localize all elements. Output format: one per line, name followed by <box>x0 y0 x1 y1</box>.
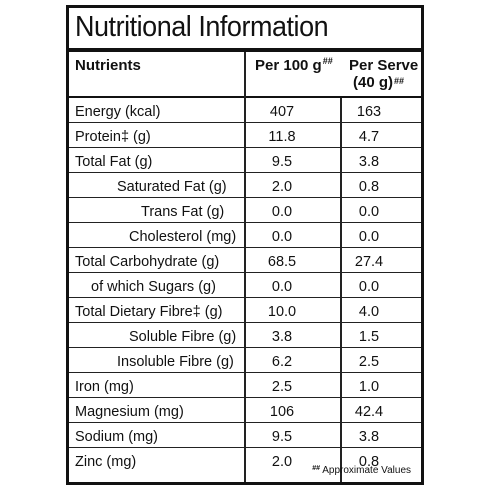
nutrient-name: Cholesterol (mg) <box>129 229 237 245</box>
per-100g-value: 6.2 <box>271 354 293 370</box>
per-serve-value: 0.0 <box>358 279 380 295</box>
table-row: Total Dietary Fibre‡ (g) 10.0 4.0 <box>69 298 421 323</box>
per-100g-value: 9.5 <box>271 429 293 445</box>
nutrient-name: Total Carbohydrate (g) <box>75 254 220 270</box>
per-serve-value: 1.0 <box>358 379 380 395</box>
table-row: Zinc (mg) 2.0 0.8 <box>69 448 421 473</box>
per-serve-value: 0.8 <box>358 454 380 470</box>
footnote-text: Approximate Values <box>322 465 411 476</box>
per-100g-value: 2.5 <box>271 379 293 395</box>
title-divider <box>69 48 421 52</box>
per-100g-value: 2.0 <box>271 179 293 195</box>
per-serve-value: 0.8 <box>358 179 380 195</box>
nutrient-name: Saturated Fat (g) <box>117 179 227 195</box>
per-100g-value: 2.0 <box>271 454 293 470</box>
header-per-100g-mark: ## <box>322 56 333 66</box>
nutrient-name: Zinc (mg) <box>75 454 137 470</box>
footnote-mark: ## <box>312 465 321 472</box>
table-row: Sodium (mg) 9.5 3.8 <box>69 423 421 448</box>
nutrient-name: Trans Fat (g) <box>141 204 225 220</box>
table-row: Total Carbohydrate (g) 68.5 27.4 <box>69 248 421 273</box>
table-row: Total Fat (g) 9.5 3.8 <box>69 148 421 173</box>
per-serve-value: 0.0 <box>358 229 380 245</box>
per-100g-value: 9.5 <box>271 154 293 170</box>
panel-title: Nutritional Information <box>75 11 329 43</box>
table-row: Insoluble Fibre (g) 6.2 2.5 <box>69 348 421 373</box>
per-100g-value: 106 <box>269 404 295 420</box>
table-row: Iron (mg) 2.5 1.0 <box>69 373 421 398</box>
per-serve-value: 4.7 <box>358 129 380 145</box>
per-100g-value: 11.8 <box>268 129 296 145</box>
table-row: of which Sugars (g) 0.0 0.0 <box>69 273 421 298</box>
header-per-100g: Per 100 g## <box>255 56 333 74</box>
per-100g-value: 407 <box>269 104 295 120</box>
nutrient-name: Energy (kcal) <box>75 104 161 120</box>
table-row: Soluble Fibre (g) 3.8 1.5 <box>69 323 421 348</box>
nutrient-name: Magnesium (mg) <box>75 404 184 420</box>
per-serve-value: 0.0 <box>358 204 380 220</box>
table-row: Trans Fat (g) 0.0 0.0 <box>69 198 421 223</box>
header-per-serve-line2: (40 g) <box>353 74 394 91</box>
footnote: ## Approximate Values <box>312 465 411 476</box>
column-divider-1 <box>244 52 246 482</box>
per-serve-value: 1.5 <box>358 329 380 345</box>
nutrient-rows: Energy (kcal) 407 163 Protein‡ (g) 11.8 4.7 … <box>69 98 421 473</box>
per-100g-value: 0.0 <box>271 204 293 220</box>
per-100g-value: 0.0 <box>271 229 293 245</box>
table-row: Saturated Fat (g) 2.0 0.8 <box>69 173 421 198</box>
nutrient-name: Soluble Fibre (g) <box>129 329 237 345</box>
nutrient-name: Sodium (mg) <box>75 429 158 445</box>
header-per-serve-line2-wrap: (40 g)## <box>353 74 418 91</box>
per-serve-value: 3.8 <box>358 429 380 445</box>
nutrient-name: Iron (mg) <box>75 379 134 395</box>
table-row: Protein‡ (g) 11.8 4.7 <box>69 123 421 148</box>
nutrient-name: Total Fat (g) <box>75 154 153 170</box>
table-row: Energy (kcal) 407 163 <box>69 98 421 123</box>
nutrient-name: of which Sugars (g) <box>91 279 216 295</box>
per-serve-value: 42.4 <box>354 404 384 420</box>
per-100g-value: 3.8 <box>271 329 293 345</box>
per-100g-value: 68.5 <box>267 254 297 270</box>
header-per-100g-label: Per 100 g <box>255 57 322 74</box>
table-row: Cholesterol (mg) 0.0 0.0 <box>69 223 421 248</box>
per-serve-value: 3.8 <box>358 154 380 170</box>
nutrient-name: Insoluble Fibre (g) <box>117 354 234 370</box>
nutrient-name: Protein‡ (g) <box>75 129 151 145</box>
per-100g-value: 0.0 <box>271 279 293 295</box>
per-100g-value: 10.0 <box>267 304 297 320</box>
per-serve-value: 2.5 <box>358 354 380 370</box>
table-row: Magnesium (mg) 106 42.4 <box>69 398 421 423</box>
nutrition-panel: Nutritional Information Nutrients Per 10… <box>66 5 424 485</box>
column-divider-2 <box>340 98 342 482</box>
header-per-serve-line1: Per Serve <box>349 57 419 74</box>
per-serve-value: 4.0 <box>358 304 380 320</box>
per-serve-value: 27.4 <box>354 254 384 270</box>
header-per-serve: Per Serve (40 g)## <box>349 57 418 91</box>
header-nutrients: Nutrients <box>75 57 141 74</box>
nutrient-name: Total Dietary Fibre‡ (g) <box>75 304 223 320</box>
header-per-serve-mark: ## <box>394 76 405 86</box>
per-serve-value: 163 <box>356 104 382 120</box>
